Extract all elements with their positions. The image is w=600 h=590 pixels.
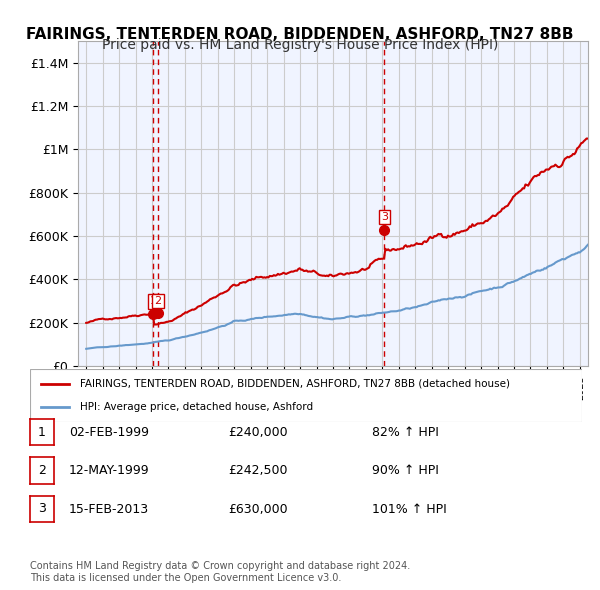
Text: Price paid vs. HM Land Registry's House Price Index (HPI): Price paid vs. HM Land Registry's House … [102,38,498,53]
Text: 82% ↑ HPI: 82% ↑ HPI [372,426,439,439]
Text: 12-MAY-1999: 12-MAY-1999 [69,464,149,477]
Text: 02-FEB-1999: 02-FEB-1999 [69,426,149,439]
Text: Contains HM Land Registry data © Crown copyright and database right 2024.
This d: Contains HM Land Registry data © Crown c… [30,561,410,583]
Text: 1: 1 [150,296,157,306]
FancyBboxPatch shape [30,369,582,422]
Text: £240,000: £240,000 [228,426,287,439]
Text: 2: 2 [154,296,161,306]
Text: 101% ↑ HPI: 101% ↑ HPI [372,503,447,516]
Text: 3: 3 [381,212,388,222]
Text: HPI: Average price, detached house, Ashford: HPI: Average price, detached house, Ashf… [80,402,313,412]
Text: 2: 2 [38,464,46,477]
Text: £242,500: £242,500 [228,464,287,477]
Text: FAIRINGS, TENTERDEN ROAD, BIDDENDEN, ASHFORD, TN27 8BB (detached house): FAIRINGS, TENTERDEN ROAD, BIDDENDEN, ASH… [80,379,509,389]
Text: 3: 3 [38,502,46,516]
Text: 90% ↑ HPI: 90% ↑ HPI [372,464,439,477]
Text: FAIRINGS, TENTERDEN ROAD, BIDDENDEN, ASHFORD, TN27 8BB: FAIRINGS, TENTERDEN ROAD, BIDDENDEN, ASH… [26,27,574,41]
Text: 15-FEB-2013: 15-FEB-2013 [69,503,149,516]
Text: £630,000: £630,000 [228,503,287,516]
Text: 1: 1 [38,425,46,439]
